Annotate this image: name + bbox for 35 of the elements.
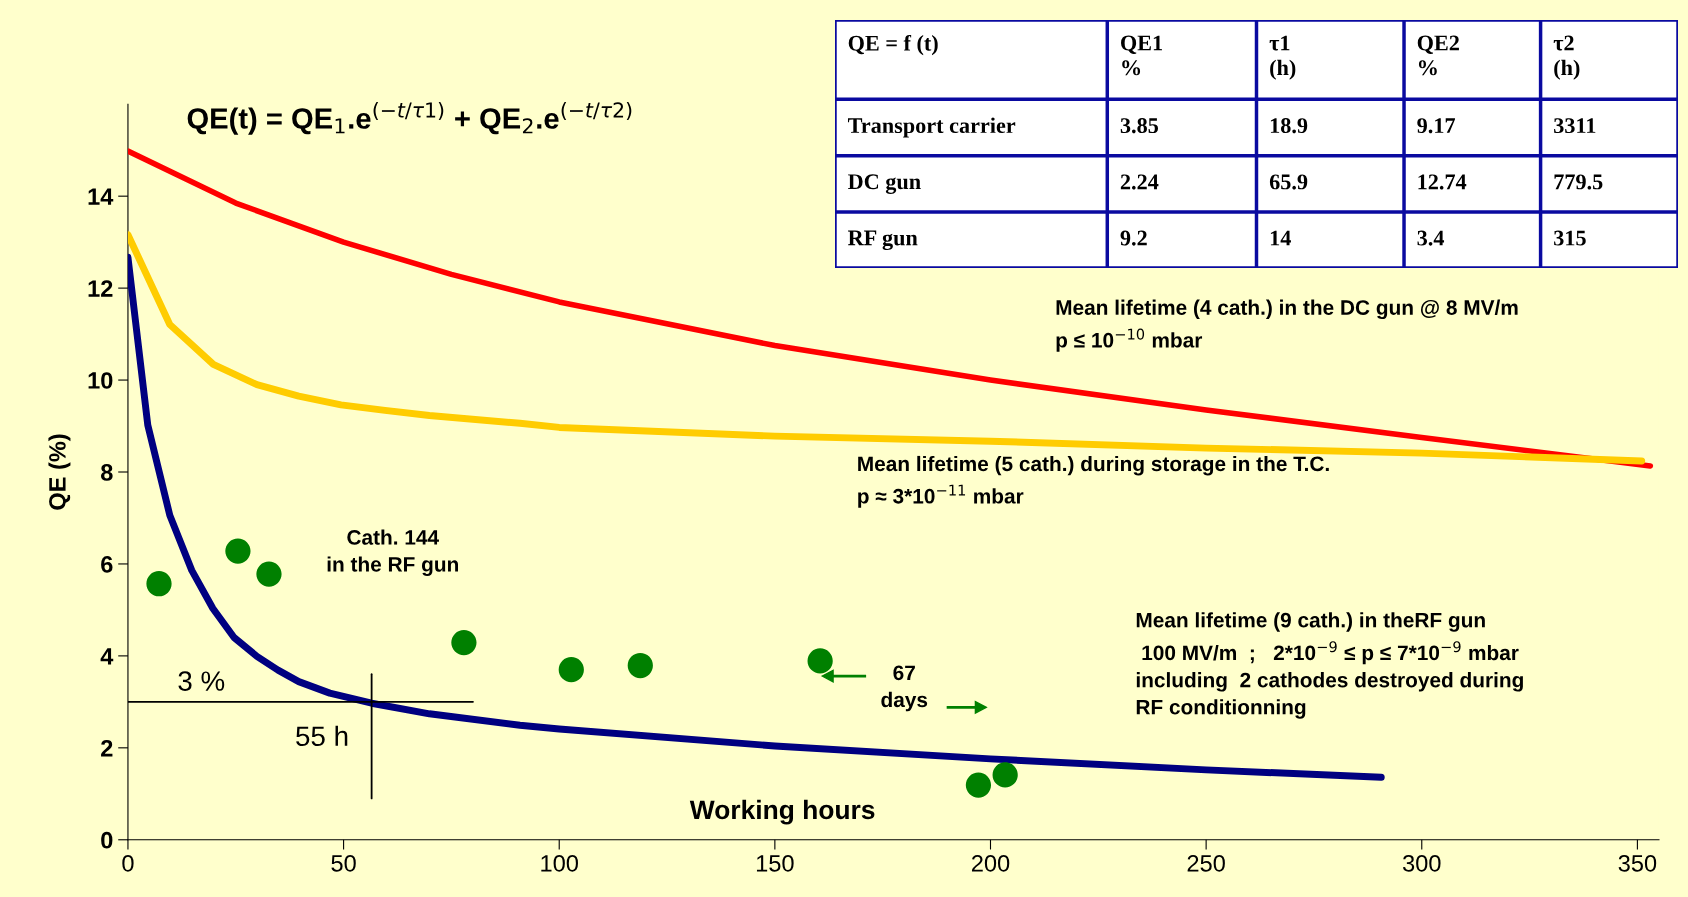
point [807,648,833,674]
text: Cath. 144 in the RF gun [327,529,459,576]
series-label: Mean lifetime (4 cath.) in the DC gun @ 8 MV/m p ≤ 10$^{−10}$ mbar [1056,299,1518,352]
point [965,772,992,798]
x-tick-label: 100 [541,854,578,872]
point [558,657,584,683]
y-tick-label: 4 [100,648,114,665]
y-axis-title: QE (%) [48,434,71,510]
text: Mean lifetime (9 cath.) in theRF gun 100 MV/m ; 2*10$^{−9}$ ≤ p ≤ 7*10$^{−9}$ mbar including 2 cathodes destroyed during RF conditionning [1136,612,1523,719]
annotation: 55 h [296,725,348,747]
x-tick-label: 150 [756,854,794,872]
x-tick-label: 250 [1187,854,1225,872]
y-tick-label: 14 [88,188,114,205]
annotation: 67 days [881,665,928,712]
y-tick-label: 6 [101,556,113,573]
y-tick-label: 0 [101,831,113,849]
x-tick-label: 200 [971,854,1010,872]
point [225,538,251,564]
x-tick-label: 350 [1618,854,1657,872]
chart-title: QE(t) = QE$_{1}$.e$^{(−t/τ1)}$ + QE$_{2}$.e$^{(−t/τ2)}$ [187,101,632,135]
y-tick-label: 2 [101,739,113,757]
y-tick-label: 8 [100,464,113,481]
point [256,561,282,587]
point [146,571,172,597]
x-tick-label: 300 [1402,854,1441,872]
series-label: Mean lifetime (5 cath.) during storage in the T.C. p ≈ 3*10$^{−11}$ mbar [858,455,1329,508]
x-tick-label: 0 [122,854,134,872]
point [627,652,653,679]
point [992,762,1018,788]
y-tick-label: 10 [88,372,113,389]
y-tick-label: 12 [88,280,113,297]
x-tick-label: 50 [331,854,356,872]
annotation: 3 % [178,671,225,691]
point [451,629,477,656]
x-axis-title: Working hours [689,799,875,825]
